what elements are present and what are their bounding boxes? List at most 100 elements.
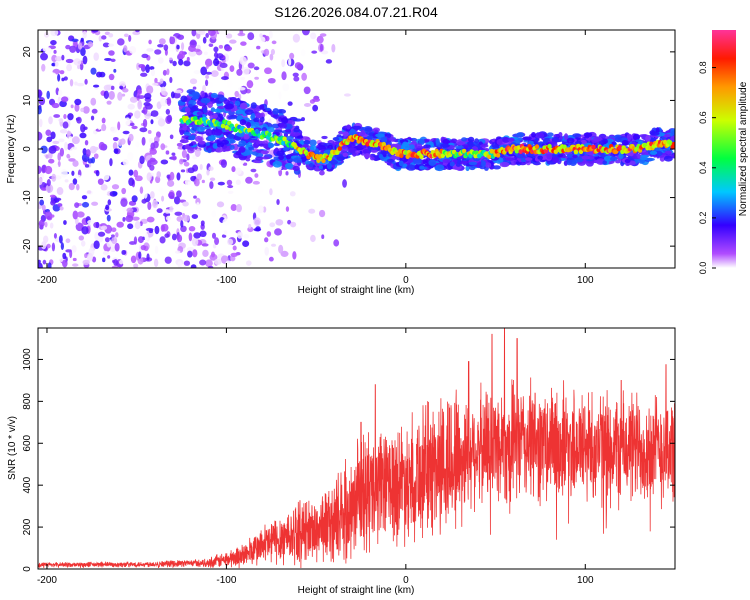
heatmap-blob — [51, 102, 60, 109]
heatmap-blob — [159, 236, 166, 244]
heatmap-blob — [84, 78, 88, 85]
heatmap-blob — [320, 50, 329, 55]
heatmap-blob — [244, 109, 254, 116]
heatmap-blob — [66, 153, 71, 159]
heatmap-blob — [267, 142, 275, 148]
heatmap-blob — [639, 156, 648, 161]
heatmap-blob — [129, 45, 137, 54]
heatmap-blob — [207, 101, 213, 109]
heatmap-blob — [149, 164, 155, 171]
spectrogram-y-tick-label: 20 — [22, 46, 33, 58]
heatmap-ridge-cell — [534, 144, 540, 150]
heatmap-blob — [414, 164, 419, 170]
heatmap-blob — [113, 68, 117, 73]
heatmap-blob — [214, 258, 222, 265]
heatmap-blob — [517, 154, 524, 159]
heatmap-blob — [117, 38, 125, 46]
heatmap-blob — [300, 156, 307, 163]
heatmap-blob — [253, 117, 260, 123]
heatmap-blob — [253, 66, 260, 71]
heatmap-blob — [82, 106, 90, 114]
heatmap-blob — [158, 38, 166, 45]
heatmap-blob — [229, 39, 237, 44]
heatmap-blob — [240, 160, 245, 165]
heatmap-blob — [263, 48, 270, 57]
heatmap-blob — [276, 108, 287, 114]
heatmap-blob — [93, 153, 99, 159]
heatmap-blob — [602, 160, 608, 165]
heatmap-blob — [84, 252, 88, 259]
heatmap-blob — [139, 155, 145, 165]
heatmap-blob — [281, 71, 287, 81]
heatmap-blob — [375, 133, 385, 138]
heatmap-blob — [102, 257, 106, 263]
heatmap-blob — [319, 33, 327, 37]
heatmap-blob — [72, 178, 78, 185]
heatmap-blob — [148, 137, 154, 144]
heatmap-blob — [360, 129, 366, 136]
spectrogram-x-tick-label: -200 — [37, 275, 57, 286]
heatmap-blob — [120, 198, 128, 207]
heatmap-blob — [164, 233, 170, 238]
heatmap-blob — [141, 53, 149, 59]
heatmap-blob — [166, 68, 170, 76]
heatmap-blob — [174, 211, 183, 216]
heatmap-blob — [50, 163, 59, 169]
heatmap-ridge-cell — [518, 149, 523, 154]
heatmap-blob — [260, 150, 270, 155]
heatmap-blob — [77, 64, 81, 70]
heatmap-blob — [182, 125, 188, 131]
heatmap-blob — [143, 189, 148, 199]
heatmap-blob — [81, 226, 89, 235]
heatmap-blob — [219, 62, 228, 69]
heatmap-blob — [79, 132, 87, 139]
heatmap-blob — [78, 235, 85, 241]
heatmap-ridge-cell — [461, 148, 467, 154]
heatmap-blob — [209, 181, 214, 190]
heatmap-blob — [200, 220, 205, 227]
heatmap-blob — [170, 91, 175, 99]
heatmap-blob — [104, 237, 110, 243]
heatmap-blob — [47, 262, 52, 268]
heatmap-blob — [380, 136, 388, 142]
heatmap-blob — [160, 143, 166, 151]
heatmap-blob — [66, 63, 73, 72]
heatmap-blob — [39, 199, 45, 206]
heatmap-blob — [46, 136, 53, 143]
heatmap-blob — [176, 44, 180, 50]
heatmap-blob — [147, 129, 152, 134]
heatmap-blob — [176, 172, 181, 181]
heatmap-blob — [91, 156, 96, 164]
heatmap-blob — [247, 62, 255, 69]
heatmap-blob — [238, 146, 246, 153]
heatmap-blob — [122, 216, 126, 222]
heatmap-blob — [419, 165, 425, 170]
snr-x-tick-label: 0 — [403, 575, 409, 586]
heatmap-blob — [235, 179, 241, 186]
heatmap-blob — [73, 58, 82, 66]
heatmap-blob — [41, 204, 46, 211]
heatmap-blob — [225, 260, 233, 267]
heatmap-blob — [217, 30, 226, 35]
heatmap-blob — [309, 139, 317, 147]
heatmap-blob — [193, 70, 201, 75]
heatmap-blob — [139, 204, 144, 208]
heatmap-blob — [253, 227, 262, 232]
heatmap-ridge-cell — [337, 146, 343, 151]
heatmap-blob — [552, 156, 560, 164]
heatmap-blob — [301, 72, 307, 81]
heatmap-blob — [213, 129, 223, 136]
heatmap-ridge-cell — [220, 123, 226, 129]
heatmap-blob — [38, 148, 43, 154]
heatmap-blob — [221, 76, 229, 81]
heatmap-blob — [140, 72, 148, 77]
heatmap-blob — [285, 171, 289, 176]
heatmap-blob — [502, 136, 510, 143]
heatmap-blob — [64, 179, 69, 183]
heatmap-blob — [628, 152, 634, 157]
heatmap-blob — [227, 133, 235, 139]
heatmap-blob — [593, 159, 603, 164]
heatmap-blob — [157, 118, 166, 127]
heatmap-blob — [97, 122, 102, 130]
heatmap-blob — [126, 207, 134, 213]
